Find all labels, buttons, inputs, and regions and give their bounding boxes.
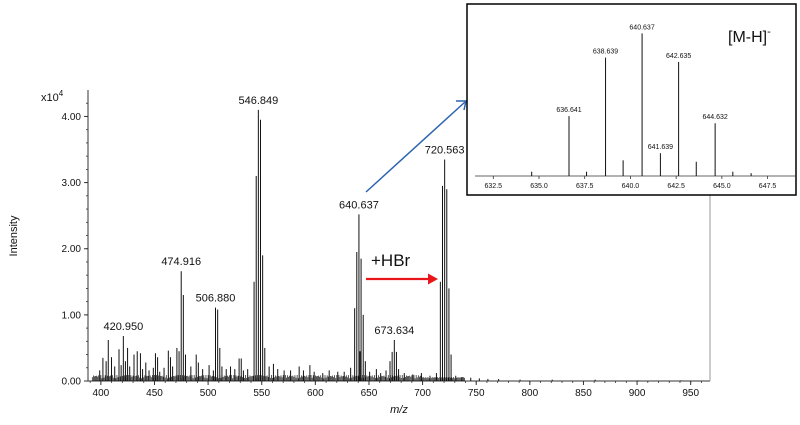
- inset-x-tick-label: 640.0: [622, 183, 640, 190]
- inset-x-tick-label: 642.5: [667, 183, 685, 190]
- x-tick-label: 400: [93, 388, 110, 399]
- y-tick-label: 3.00: [62, 178, 82, 189]
- peak-label: 640.637: [339, 199, 379, 211]
- inset-peak-label: 640.637: [629, 24, 654, 31]
- inset-x-tick-label: 632.5: [485, 183, 503, 190]
- inset-peak-label: 641.639: [648, 144, 673, 151]
- inset-peak-series: [531, 33, 752, 176]
- peak-label: 474.916: [161, 256, 201, 268]
- x-tick-label: 900: [629, 388, 646, 399]
- x-tick-label: 650: [361, 388, 378, 399]
- zoom-arrow: [365, 100, 467, 193]
- inset-peak-label: 636.641: [556, 107, 581, 114]
- hbr-label: +HBr: [371, 251, 411, 270]
- main-spectrum-plot: 400 450 500 550 600 650 700 750 800 850 900 950 0.00…: [8, 89, 711, 416]
- x-tick-label: 950: [682, 388, 699, 399]
- inset-ion-label-charge: -: [767, 26, 771, 38]
- main-peak-series: [91, 109, 682, 381]
- peak-label: 420.950: [103, 321, 143, 333]
- inset-peak-label: 644.632: [702, 114, 727, 121]
- peak-label: 673.634: [374, 325, 414, 337]
- x-tick-label: 550: [253, 388, 270, 399]
- inset-peak-label: 642.635: [666, 53, 691, 60]
- inset-peak-label: 638.639: [593, 49, 618, 56]
- x-tick-label: 600: [307, 388, 324, 399]
- inset-ion-label-main: [M-H]: [728, 29, 767, 46]
- inset-spectrum-plot: 632.5 635.0 637.5 640.0 642.5 645.0 647.5 636.…: [466, 3, 797, 196]
- inset-x-tick-label: 635.0: [530, 183, 548, 190]
- hbr-arrow: +HBr: [366, 251, 438, 285]
- inset-x-tick-label: 645.0: [713, 183, 731, 190]
- x-tick-label: 450: [146, 388, 163, 399]
- y-tick-label: 1.00: [62, 310, 82, 321]
- y-tick-label: 2.00: [62, 244, 82, 255]
- peak-label: 546.849: [238, 95, 278, 107]
- inset-x-tick-label: 647.5: [759, 183, 777, 190]
- y-multiplier: x104: [41, 89, 64, 104]
- y-multiplier-exponent: 4: [59, 89, 64, 98]
- y-multiplier-base: x10: [41, 92, 59, 104]
- x-tick-label: 500: [200, 388, 217, 399]
- red-arrowhead: [428, 273, 438, 285]
- inset-ion-label: [M-H]-: [728, 26, 771, 46]
- blue-arrowhead: [456, 100, 467, 111]
- peak-label: 506.880: [196, 293, 236, 305]
- inset-x-tick-label: 637.5: [576, 183, 594, 190]
- x-tick-label: 700: [414, 388, 431, 399]
- peak-label: 720.563: [425, 144, 465, 156]
- inset-frame: [466, 3, 797, 196]
- x-axis-title: m/z: [390, 404, 408, 416]
- x-tick-label: 800: [521, 388, 538, 399]
- y-tick-label: 4.00: [62, 112, 82, 123]
- x-tick-label: 850: [575, 388, 592, 399]
- y-tick-label: 0.00: [62, 377, 82, 388]
- x-tick-label: 750: [468, 388, 485, 399]
- y-axis-title: Intensity: [8, 215, 20, 256]
